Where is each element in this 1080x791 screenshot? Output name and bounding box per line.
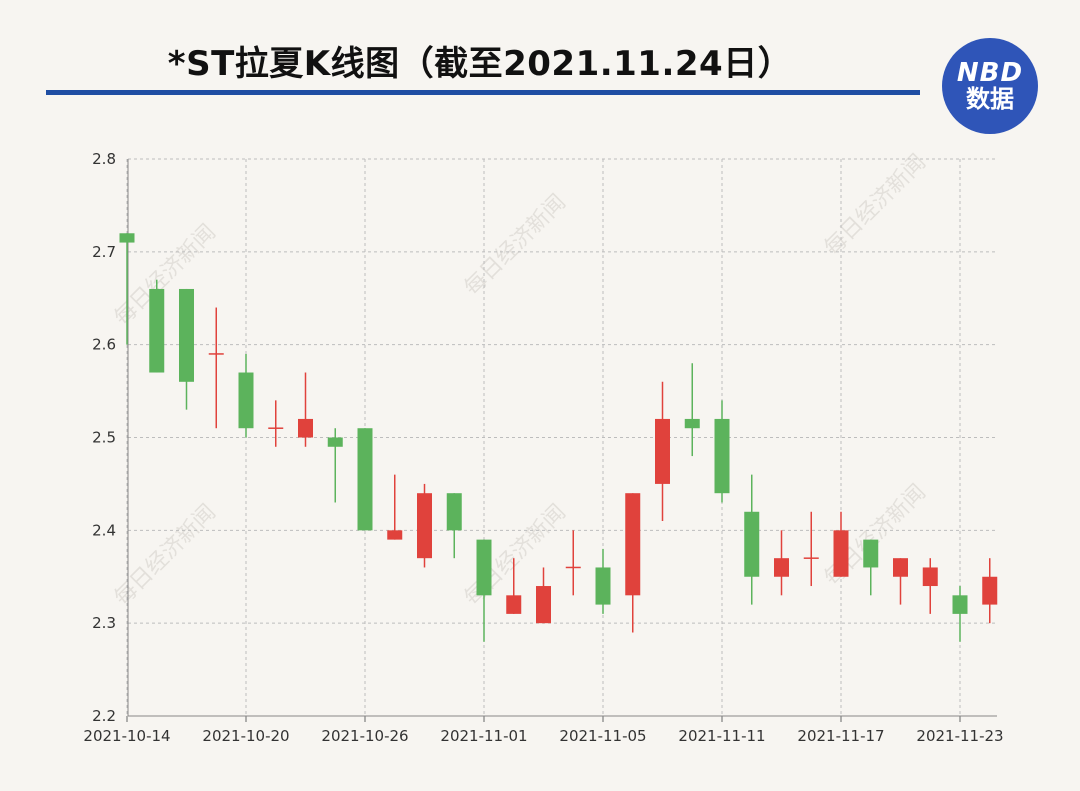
candle bbox=[565, 530, 581, 596]
candle bbox=[982, 558, 998, 624]
candle bbox=[536, 567, 551, 624]
candle-body bbox=[268, 427, 284, 429]
nbd-logo: NBD 数据 bbox=[942, 38, 1038, 134]
candle-body bbox=[744, 511, 760, 577]
axes: 2.2 2.3 2.4 2.5 2.6 2.7 2.8 2021-10-14 2021-10-2… bbox=[83, 150, 1003, 745]
candle bbox=[179, 288, 194, 410]
candle bbox=[863, 539, 879, 596]
candle bbox=[506, 558, 522, 614]
watermark-text: 每日经济新闻 bbox=[820, 150, 931, 261]
candle bbox=[417, 483, 432, 568]
candle bbox=[238, 353, 254, 438]
x-tick-label: 2021-11-11 bbox=[678, 727, 765, 745]
x-tick-label: 2021-11-23 bbox=[916, 727, 1003, 745]
candle-body bbox=[863, 539, 879, 568]
candle-body bbox=[238, 372, 254, 429]
candle-body bbox=[982, 576, 998, 605]
candle bbox=[446, 493, 462, 559]
candle bbox=[327, 428, 343, 503]
candle bbox=[595, 548, 611, 614]
candle bbox=[119, 233, 135, 345]
logo-text-data: 数据 bbox=[966, 85, 1014, 114]
candle-body bbox=[893, 558, 908, 577]
candle-body bbox=[119, 233, 135, 243]
grid bbox=[126, 158, 997, 716]
y-tick-label: 2.3 bbox=[92, 614, 116, 632]
candle-body bbox=[833, 530, 849, 577]
y-tick-label: 2.8 bbox=[92, 150, 116, 168]
candle bbox=[387, 474, 403, 540]
candle bbox=[655, 381, 670, 522]
candle bbox=[803, 511, 819, 587]
x-tick-label: 2021-10-20 bbox=[202, 727, 289, 745]
y-tick-label: 2.6 bbox=[92, 336, 116, 354]
candle bbox=[298, 372, 313, 447]
candle-body bbox=[387, 530, 403, 540]
candle bbox=[744, 474, 760, 605]
y-tick-label: 2.5 bbox=[92, 429, 116, 447]
candle bbox=[922, 558, 938, 614]
chart-title: *ST拉夏K线图（截至2021.11.24日） bbox=[167, 44, 793, 84]
candle bbox=[357, 428, 373, 531]
x-tick-label: 2021-10-26 bbox=[321, 727, 408, 745]
candle-body bbox=[506, 595, 522, 614]
candle bbox=[774, 530, 789, 596]
candle bbox=[684, 363, 700, 457]
candle bbox=[893, 558, 908, 605]
x-tick-label: 2021-11-01 bbox=[440, 727, 527, 745]
candle-body bbox=[417, 493, 432, 559]
candle-body bbox=[803, 557, 819, 559]
candle-body bbox=[714, 418, 730, 494]
watermark-text: 每日经济新闻 bbox=[460, 190, 571, 301]
x-tick-label: 2021-11-05 bbox=[559, 727, 646, 745]
candle-body bbox=[922, 567, 938, 587]
candle bbox=[952, 586, 968, 642]
candle-body bbox=[684, 418, 700, 429]
candle-body bbox=[774, 558, 789, 577]
candle bbox=[208, 307, 224, 429]
candle-body bbox=[595, 567, 611, 605]
candle bbox=[268, 400, 284, 447]
candle-body bbox=[179, 288, 194, 382]
candle bbox=[149, 279, 165, 373]
y-tick-label: 2.7 bbox=[92, 243, 116, 261]
candle bbox=[625, 493, 641, 633]
candle-body bbox=[655, 418, 670, 484]
candle-body bbox=[476, 539, 492, 596]
candle-body bbox=[298, 418, 313, 438]
y-tick-label: 2.2 bbox=[92, 707, 116, 725]
candle-body bbox=[952, 595, 968, 614]
candle-body bbox=[357, 428, 373, 531]
candle bbox=[476, 539, 492, 642]
logo-text-nbd: NBD bbox=[956, 57, 1024, 88]
candle-body bbox=[208, 353, 224, 355]
candle bbox=[714, 400, 730, 503]
x-tick-label: 2021-10-14 bbox=[83, 727, 170, 745]
candle bbox=[833, 511, 849, 577]
candle-body bbox=[625, 493, 641, 596]
candle-body bbox=[565, 566, 581, 569]
candle-body bbox=[446, 493, 462, 531]
candle-body bbox=[536, 586, 551, 624]
y-tick-label: 2.4 bbox=[92, 521, 116, 539]
candle-body bbox=[327, 437, 343, 447]
x-tick-label: 2021-11-17 bbox=[797, 727, 884, 745]
title-underline bbox=[46, 90, 920, 95]
candles bbox=[119, 233, 998, 642]
candle-body bbox=[149, 288, 165, 373]
